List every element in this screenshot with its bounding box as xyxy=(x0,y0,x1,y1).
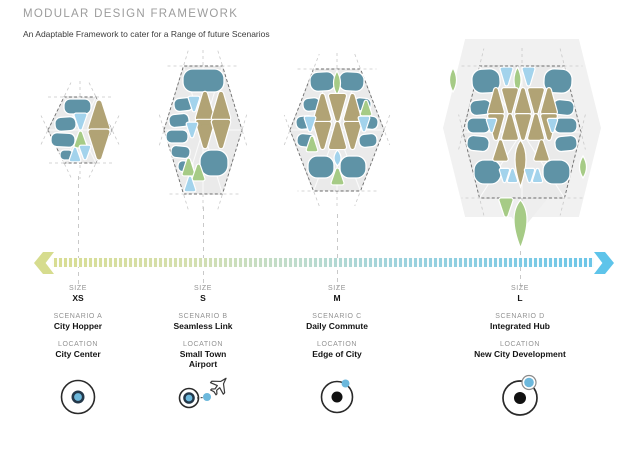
location-label: LOCATION xyxy=(182,341,224,348)
guide-line-s xyxy=(203,207,204,288)
size-value: XS xyxy=(72,293,84,303)
page-subtitle: An Adaptable Framework to cater for a Ra… xyxy=(23,29,270,39)
location-value: Edge of City xyxy=(312,349,362,359)
scenario-value: Daily Commute xyxy=(306,321,368,331)
scenario-label: SCENARIO D xyxy=(495,313,545,320)
axis-left-arrow-icon xyxy=(34,252,54,274)
axis-right-arrow-icon xyxy=(594,252,614,274)
airplane-icon xyxy=(209,377,227,396)
scenario-label: SCENARIO C xyxy=(312,313,362,320)
size-value: M xyxy=(333,293,341,303)
small-town-airport-icon xyxy=(178,377,227,409)
scenario-value: Seamless Link xyxy=(173,321,233,331)
scenario-label: SCENARIO A xyxy=(53,313,103,320)
edge-of-city-icon xyxy=(320,379,354,414)
location-value: New City Development xyxy=(474,349,566,359)
column-xs: SIZE XS SCENARIO A City Hopper LOCATION … xyxy=(3,284,153,368)
size-label: SIZE xyxy=(328,285,346,292)
size-label: SIZE xyxy=(69,285,87,292)
scenario-value: Integrated Hub xyxy=(490,321,550,331)
guide-line-m xyxy=(337,214,338,288)
column-l: SIZE L SCENARIO D Integrated Hub LOCATIO… xyxy=(425,284,615,368)
module-xs-hexagon xyxy=(40,81,120,179)
module-m-hexagon xyxy=(283,53,391,207)
module-s-hexagon xyxy=(158,50,248,210)
column-m: SIZE M SCENARIO C Daily Commute LOCATION… xyxy=(262,284,412,368)
guide-line-l xyxy=(520,251,521,288)
location-label: LOCATION xyxy=(499,341,541,348)
location-label: LOCATION xyxy=(57,341,99,348)
size-value: S xyxy=(200,293,206,303)
scenario-value: City Hopper xyxy=(53,321,103,331)
location-value: City Center xyxy=(55,349,101,359)
page-title: MODULAR DESIGN FRAMEWORK xyxy=(23,8,239,20)
location-value: Small Town Airport xyxy=(179,349,227,369)
size-value: L xyxy=(517,293,523,303)
location-label: LOCATION xyxy=(316,341,358,348)
new-city-development-icon xyxy=(502,374,538,416)
city-center-target-icon xyxy=(60,379,96,415)
scenario-label: SCENARIO B xyxy=(178,313,228,320)
size-gradient-axis xyxy=(52,258,594,267)
column-s: SIZE S SCENARIO B Seamless Link LOCATION… xyxy=(128,284,278,378)
size-label: SIZE xyxy=(194,285,212,292)
module-l-hexagon xyxy=(443,39,601,250)
size-label: SIZE xyxy=(511,285,529,292)
guide-line-xs xyxy=(78,176,79,288)
